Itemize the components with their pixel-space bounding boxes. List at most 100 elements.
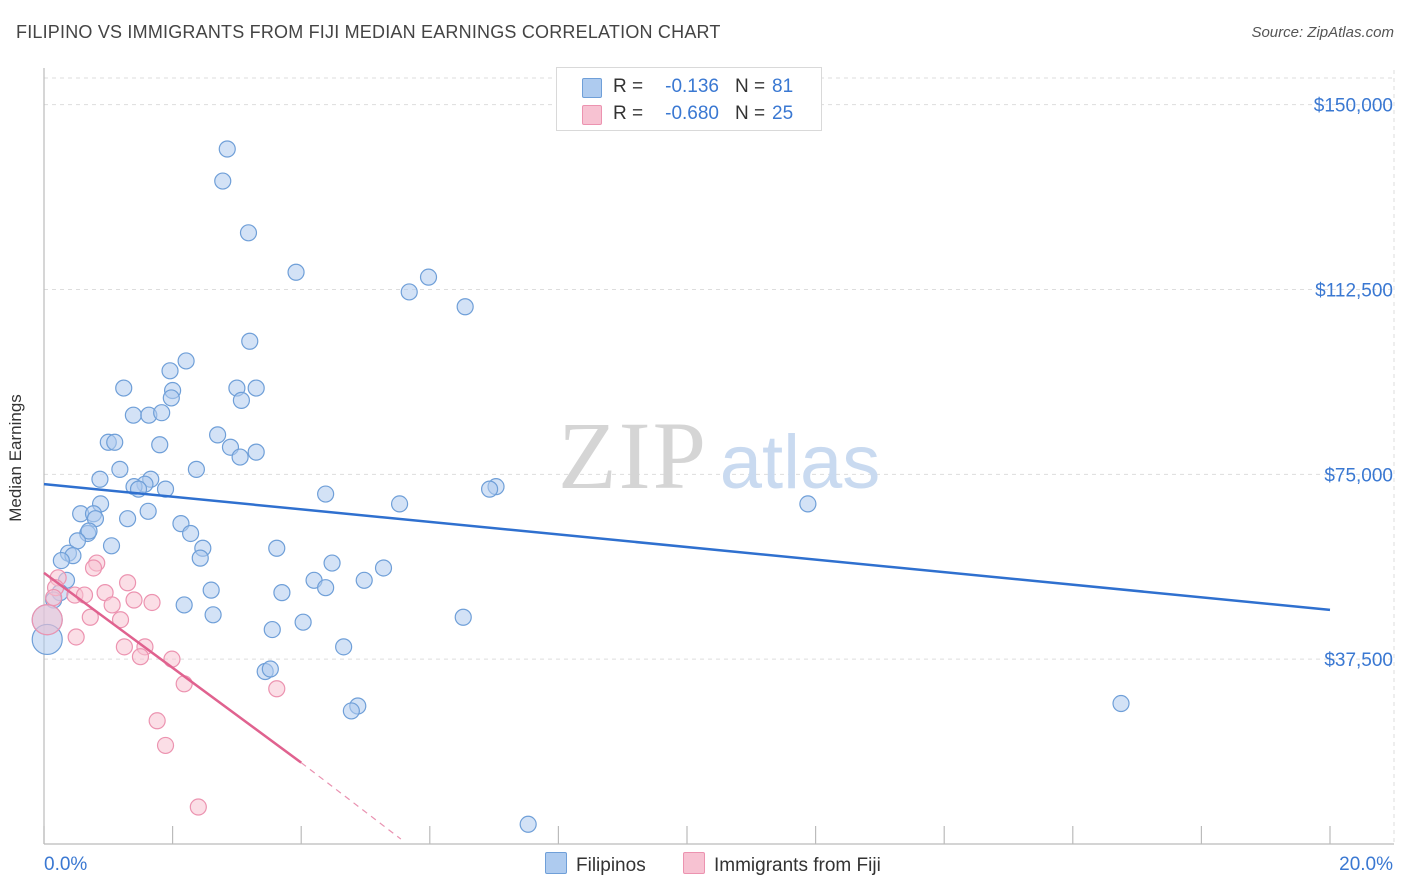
point-filipinos [151,436,169,454]
trend-line-fiji-extension [300,762,402,840]
point-filipinos [342,702,360,720]
legend-r-value: -0.136 [665,76,719,97]
point-filipinos [799,495,817,513]
point-fiji [81,608,99,626]
point-fiji [143,593,161,612]
point-filipinos [263,620,281,639]
y-tick-label: $112,500 [1315,280,1393,301]
point-filipinos [317,579,335,597]
trend-line-fiji [43,571,302,764]
point-filipinos [106,433,124,451]
point-fiji [131,648,150,666]
legend-n-label: N = [735,76,766,97]
point-filipinos [454,608,472,626]
legend-swatch-fiji [683,852,705,874]
point-fiji [75,586,94,604]
point-fiji [103,596,121,614]
legend-row-filipinos: R = -0.136 N = 81 [557,73,821,101]
legend-n-value: 81 [772,76,794,97]
point-filipinos [335,638,353,656]
legend-r-label: R = [613,76,644,97]
point-fiji [111,611,130,629]
point-filipinos [139,502,157,520]
point-filipinos [153,404,171,422]
chart-title: FILIPINO VS IMMIGRANTS FROM FIJI MEDIAN … [16,22,721,42]
point-filipinos [214,172,232,190]
x-tick-label-max: 20.0% [1339,854,1393,875]
point-filipinos [124,406,142,424]
point-fiji [84,559,103,577]
point-filipinos [294,613,312,631]
point-fiji [189,798,207,816]
point-fiji [118,574,137,592]
point-filipinos [209,426,227,444]
point-fiji [125,591,143,609]
watermark-atlas: atlas [720,420,881,505]
trend-line-filipinos [43,482,1331,612]
source-note: Source: ZipAtlas.com [1251,24,1394,41]
tick-labels: $37,500 $75,000 $112,500 $150,000 0.0% 20.0% [44,96,1393,875]
point-filipinos [218,140,236,158]
y-tick-label: $75,000 [1324,465,1393,486]
y-tick-label: $150,000 [1314,96,1393,117]
legend-swatch-blue [582,78,602,98]
point-fiji [163,650,181,668]
axes [43,68,1394,845]
point-filipinos [231,448,249,466]
point-filipinos [374,559,393,577]
point-filipinos [323,554,341,572]
point-fiji [31,604,63,636]
point-filipinos [118,510,137,528]
point-filipinos [115,379,133,397]
zipatlas-watermark: ZIP atlas [558,402,880,509]
point-filipinos [187,460,205,478]
point-fiji [115,638,133,656]
point-filipinos [182,524,200,543]
point-fiji [156,736,175,755]
point-filipinos [247,443,265,461]
series-filipinos [31,140,1130,833]
point-fiji [45,588,63,607]
watermark-zip: ZIP [558,402,708,509]
point-filipinos [204,606,222,624]
legend-item-fiji[interactable]: Immigrants from Fiji [683,852,881,877]
trend-lines [43,482,1331,840]
legend-label-filipinos: Filipinos [576,855,646,876]
legend-label-fiji: Immigrants from Fiji [714,855,881,876]
point-filipinos [400,283,418,301]
point-fiji [175,675,193,693]
point-filipinos [1112,694,1130,713]
correlation-legend: R = -0.136 N = 81 R = -0.680 N = 25 [556,67,822,131]
point-filipinos [241,332,259,350]
legend-row-fiji: R = -0.680 N = 25 [557,100,821,128]
legend-item-filipinos[interactable]: Filipinos [545,852,646,877]
y-tick-label: $37,500 [1324,650,1393,671]
point-filipinos [232,391,251,409]
point-filipinos [456,298,474,316]
legend-r-label: R = [613,103,644,124]
point-filipinos [419,268,438,286]
x-tick-label-min: 0.0% [44,854,87,875]
point-filipinos [317,485,335,503]
point-filipinos [111,460,129,478]
point-filipinos [480,480,499,498]
point-filipinos [519,815,537,833]
point-filipinos [162,389,180,407]
point-filipinos [273,584,291,602]
point-filipinos [355,571,373,589]
point-fiji [67,628,85,646]
point-filipinos [175,596,193,614]
point-filipinos [239,224,258,242]
point-filipinos [191,549,209,567]
series-fiji [31,554,286,816]
point-filipinos [177,352,195,370]
legend-swatch-pink [582,105,602,125]
point-fiji [268,680,286,698]
point-filipinos [202,581,220,599]
point-filipinos [261,660,279,678]
point-fiji [148,712,166,730]
point-filipinos [102,537,121,555]
point-filipinos [247,379,265,397]
point-filipinos [161,362,179,380]
